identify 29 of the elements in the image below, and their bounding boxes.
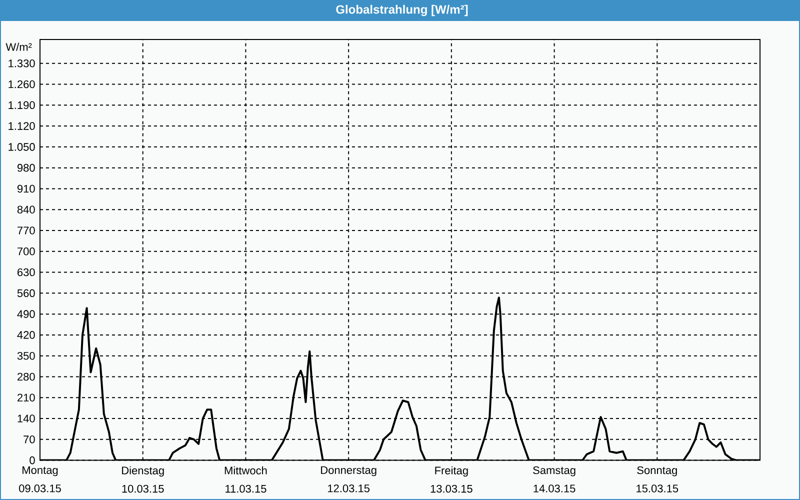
y-tick-label: 1.330	[8, 59, 35, 68]
y-tick-label: 1.120	[8, 122, 35, 130]
y-tick-label: 280	[18, 372, 35, 381]
y-tick-label: 420	[17, 331, 35, 339]
y-axis-title: W/m²	[6, 42, 32, 51]
x-tick-label: Donnerstag 12.03.15	[321, 466, 376, 492]
chart-title: Globalstrahlung [W/m²]	[336, 4, 468, 16]
x-tick-label: Samstag 14.03.15	[533, 466, 576, 492]
x-tick-label: Sonntag 15.03.15	[636, 466, 678, 492]
y-tick-label: 1.260	[8, 80, 35, 88]
y-tick-label: 840	[17, 206, 35, 214]
x-tick-label: Freitag 13.03.15	[430, 466, 472, 493]
y-tick-label: 490	[17, 310, 35, 318]
y-tick-label: 630	[18, 268, 35, 276]
y-tick-label: 700	[18, 247, 35, 256]
y-tick-label: 770	[18, 226, 35, 234]
y-tick-label: 1.190	[8, 101, 35, 110]
y-tick-label: 1.050	[8, 143, 35, 151]
y-tick-label: 210	[18, 394, 35, 402]
y-tick-label: 350	[17, 352, 35, 360]
y-tick-label: 910	[17, 184, 35, 193]
x-tick-label: Mittwoch 11.03.15	[224, 466, 267, 493]
x-tick-label: Dienstag 10.03.15	[122, 466, 164, 493]
y-tick-label: 560	[17, 289, 35, 298]
y-tick-label: 980	[17, 164, 35, 172]
y-tick-label: 70	[24, 436, 35, 444]
y-tick-label: 0	[30, 456, 35, 464]
y-tick-label: 140	[18, 414, 35, 422]
x-tick-label: Montag 09.03.15	[19, 466, 61, 492]
